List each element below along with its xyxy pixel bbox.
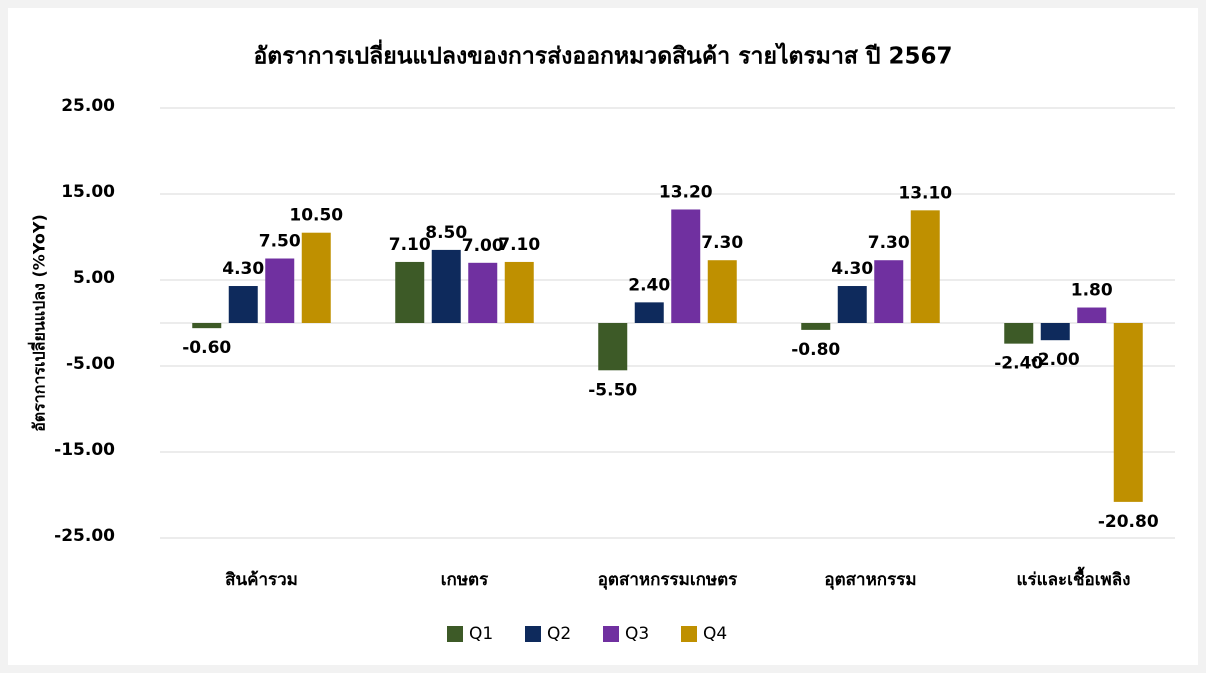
y-tick-label: 15.00 — [61, 182, 115, 202]
bar — [504, 261, 534, 323]
data-label: 2.40 — [628, 275, 670, 295]
data-label: -5.50 — [588, 380, 637, 400]
legend-swatch — [681, 626, 697, 642]
data-label: 7.50 — [259, 232, 301, 252]
bar — [1004, 323, 1034, 344]
bar — [228, 286, 258, 323]
data-label: 10.50 — [289, 206, 343, 226]
bar — [265, 258, 295, 323]
data-label: 7.10 — [389, 235, 431, 255]
data-label: 7.00 — [462, 236, 504, 256]
data-label: 4.30 — [831, 259, 873, 279]
legend-label: Q4 — [703, 624, 727, 644]
y-axis-title: อัตราการเปลี่ยนแปลง (%YoY) — [28, 214, 49, 432]
bar — [598, 323, 628, 371]
bar — [192, 323, 222, 329]
data-label: 7.30 — [868, 233, 910, 253]
data-label: 4.30 — [222, 259, 264, 279]
y-tick-label: 25.00 — [61, 96, 115, 116]
bar — [395, 261, 425, 323]
data-label: 8.50 — [425, 223, 467, 243]
bar — [801, 323, 831, 330]
bar — [634, 302, 664, 323]
bar — [1040, 323, 1070, 341]
y-tick-label: -15.00 — [54, 440, 115, 460]
data-label: 13.20 — [659, 182, 713, 202]
legend-swatch — [447, 626, 463, 642]
y-tick-label: -25.00 — [54, 526, 115, 546]
bar — [431, 249, 461, 323]
legend-swatch — [603, 626, 619, 642]
data-label: -0.60 — [182, 338, 231, 358]
data-label: -20.80 — [1098, 512, 1159, 532]
data-label: 1.80 — [1071, 281, 1113, 301]
data-label: 7.10 — [498, 235, 540, 255]
y-tick-label: 5.00 — [73, 268, 115, 288]
data-label: 7.30 — [701, 233, 743, 253]
bar — [1113, 323, 1143, 502]
x-tick-label: อุตสาหกรรมเกษตร — [598, 570, 738, 590]
bar — [874, 260, 904, 323]
data-label: -2.00 — [1031, 350, 1080, 370]
data-label: -2.40 — [994, 354, 1043, 374]
y-tick-label: -5.00 — [66, 354, 115, 374]
bar — [1077, 307, 1107, 323]
legend-label: Q2 — [547, 624, 571, 644]
bar — [910, 210, 940, 323]
x-tick-label: สินค้ารวม — [225, 570, 298, 590]
legend-swatch — [525, 626, 541, 642]
chart-title: อัตราการเปลี่ยนแปลงของการส่งออกหมวดสินค้… — [253, 39, 952, 70]
legend-label: Q1 — [469, 624, 493, 644]
legend-label: Q3 — [625, 624, 649, 644]
x-tick-label: อุตสาหกรรม — [824, 570, 916, 590]
bar — [707, 260, 737, 323]
bar — [468, 262, 498, 323]
x-tick-label: แร่และเชื้อเพลิง — [1017, 566, 1131, 590]
bar — [837, 286, 867, 323]
bar — [301, 232, 331, 323]
x-tick-label: เกษตร — [441, 570, 489, 590]
data-label: -0.80 — [791, 340, 840, 360]
bar — [671, 209, 701, 323]
data-label: 13.10 — [898, 183, 952, 203]
